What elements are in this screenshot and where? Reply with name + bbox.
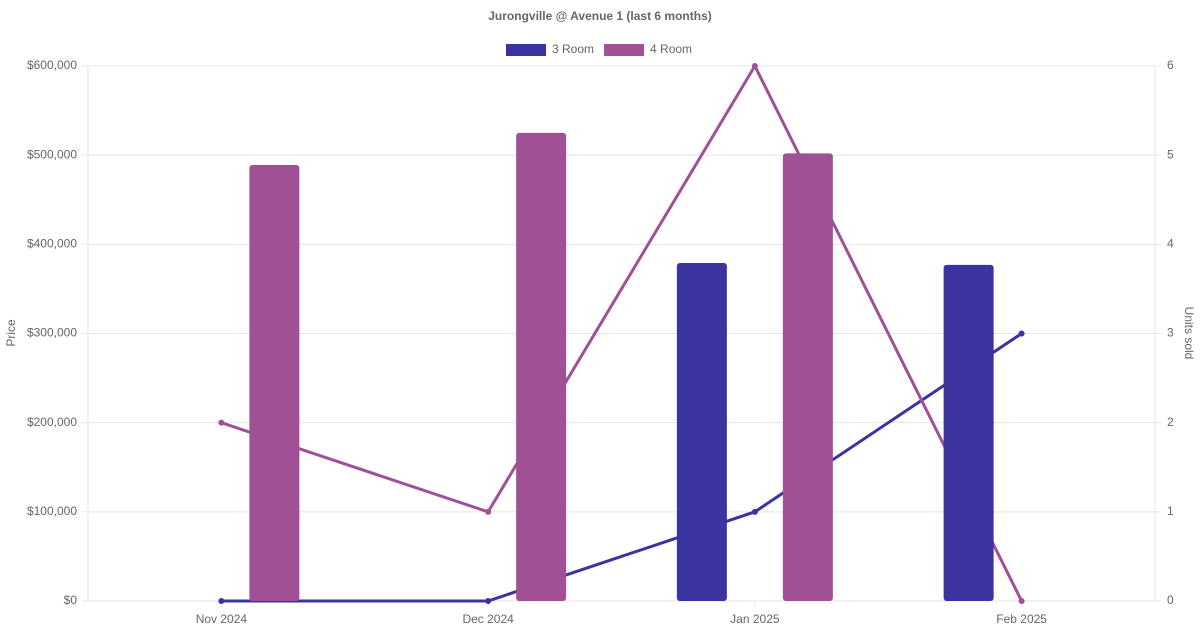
units-point	[751, 63, 758, 69]
units-point	[218, 598, 225, 604]
chart-title: Jurongville @ Avenue 1 (last 6 months)	[488, 9, 712, 23]
legend-label[interactable]: 4 Room	[650, 42, 692, 56]
legend-label[interactable]: 3 Room	[552, 42, 594, 56]
y2-axis-label: Units sold	[1182, 307, 1196, 360]
x-tick-label: Nov 2024	[196, 612, 248, 626]
bar	[943, 264, 994, 601]
units-line	[221, 332, 1023, 603]
y2-tick-label: 1	[1167, 504, 1174, 518]
bar	[516, 132, 567, 601]
legend-swatch[interactable]	[604, 44, 645, 56]
units-line	[220, 62, 1023, 602]
x-tick-label: Dec 2024	[462, 612, 514, 626]
units-point	[485, 598, 492, 604]
bar	[249, 164, 300, 601]
x-tick-label: Feb 2025	[996, 612, 1047, 626]
y-axis-label: Price	[4, 319, 18, 347]
bar	[676, 263, 727, 601]
units-point	[218, 419, 225, 426]
units-point	[1018, 330, 1025, 337]
y-tick-label: $100,000	[27, 504, 77, 518]
y2-tick-label: 3	[1167, 326, 1174, 340]
x-tick-label: Jan 2025	[730, 612, 780, 626]
y-tick-label: $0	[64, 593, 78, 607]
units-point	[1018, 598, 1025, 604]
y-tick-label: $400,000	[27, 237, 77, 251]
y2-tick-label: 0	[1167, 593, 1174, 607]
legend-swatch[interactable]	[506, 44, 546, 56]
y-tick-label: $200,000	[27, 415, 77, 429]
y-tick-label: $500,000	[27, 147, 77, 161]
units-point	[485, 508, 492, 515]
y-tick-label: $300,000	[27, 326, 77, 340]
bar	[782, 153, 833, 601]
y2-tick-label: 6	[1167, 58, 1174, 72]
y2-tick-label: 2	[1167, 415, 1174, 429]
y2-tick-label: 4	[1167, 237, 1174, 251]
units-point	[751, 508, 758, 515]
y-tick-label: $600,000	[27, 58, 77, 72]
y2-tick-label: 5	[1167, 147, 1174, 161]
